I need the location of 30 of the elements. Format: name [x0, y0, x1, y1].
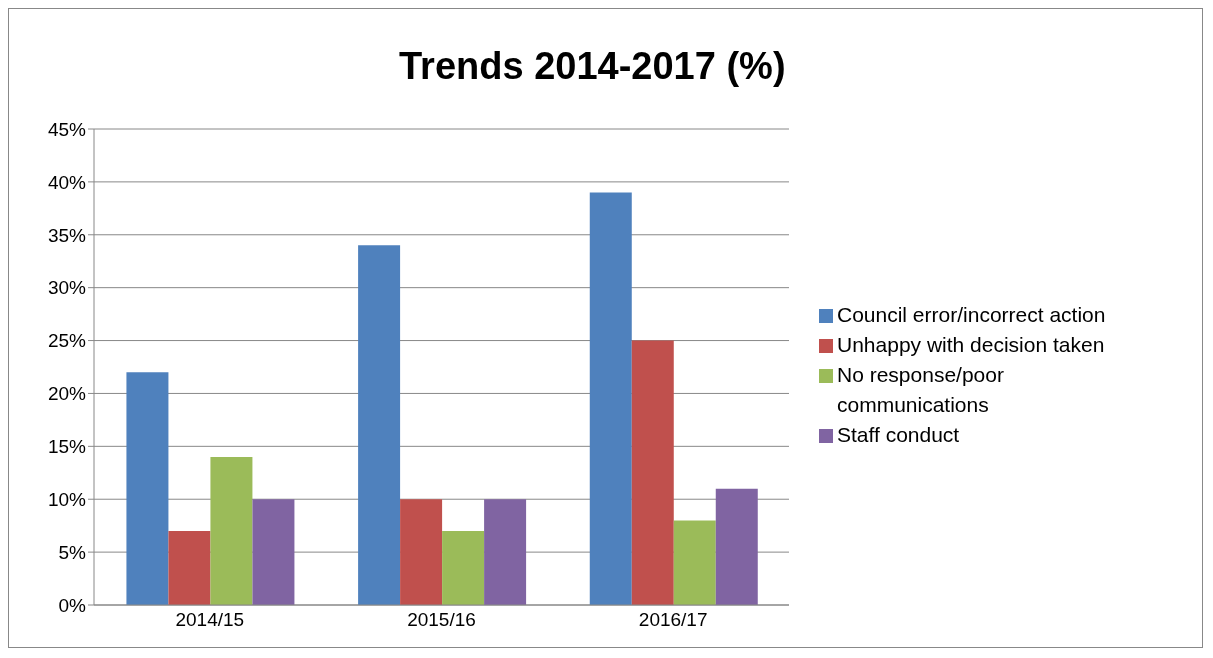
legend-label: Unhappy with decision taken: [837, 332, 1105, 358]
bar: [400, 499, 443, 605]
y-tick-label: 20%: [47, 383, 87, 405]
bar: [126, 372, 169, 605]
bar: [358, 245, 401, 605]
x-tick-label: 2014/15: [175, 609, 245, 631]
legend-label: Council error/incorrect action: [837, 302, 1106, 328]
y-tick-label: 25%: [47, 330, 87, 352]
y-tick-label: 45%: [47, 118, 87, 140]
bar: [252, 499, 295, 605]
y-tick-label: 40%: [47, 171, 87, 193]
bar: [210, 456, 253, 605]
y-tick-label: 5%: [58, 541, 87, 563]
bar: [673, 520, 716, 605]
bar: [589, 192, 632, 605]
bar: [715, 488, 758, 605]
y-tick-label: 30%: [47, 277, 87, 299]
y-tick-label: 35%: [47, 224, 87, 246]
chart-title: Trends 2014-2017 (%): [398, 44, 787, 89]
y-tick-label: 0%: [58, 594, 87, 616]
bar: [484, 499, 527, 605]
x-tick-label: 2016/17: [638, 609, 708, 631]
bar: [442, 530, 485, 605]
legend-label: No response/poor communications: [837, 362, 1005, 418]
bar: [168, 530, 211, 605]
legend-label: Staff conduct: [837, 422, 960, 448]
y-tick-label: 10%: [47, 488, 87, 510]
y-tick-label: 15%: [47, 436, 87, 458]
x-tick-label: 2015/16: [407, 609, 476, 631]
bar: [631, 340, 674, 605]
